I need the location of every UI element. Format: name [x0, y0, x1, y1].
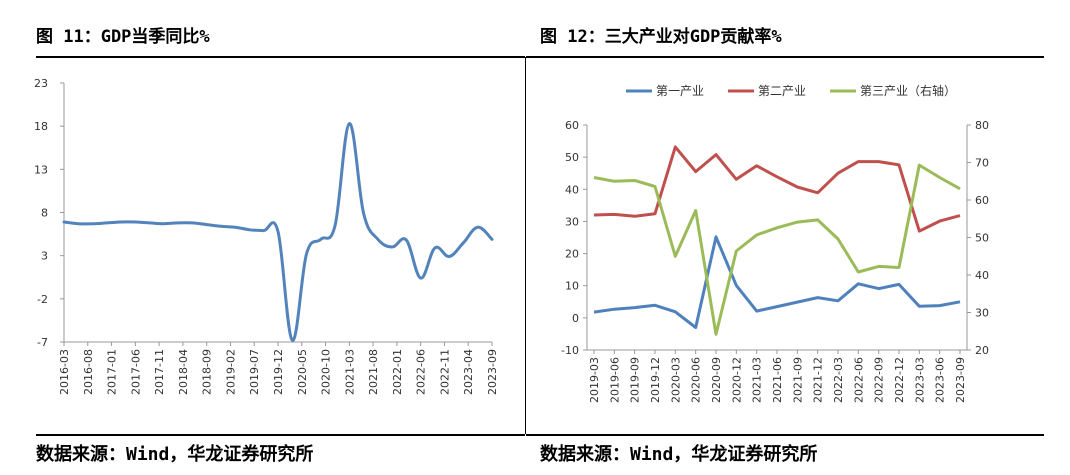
right-x-tick-label: 2019-12	[649, 357, 662, 403]
right-right-tick-label: 70	[975, 157, 989, 170]
left-source: 数据来源：Wind，华龙证券研究所	[36, 444, 314, 465]
right-x-tick-label: 2020-06	[690, 357, 703, 403]
left-frame-bottom	[36, 434, 525, 436]
left-x-tick-label: 2019-02	[224, 349, 237, 395]
right-right-tick-label: 60	[975, 194, 989, 207]
right-x-tick-label: 2022-03	[832, 357, 845, 403]
legend-label-3: 第三产业（右轴）	[860, 83, 956, 98]
left-x-tick-label: 2019-07	[248, 349, 261, 395]
right-x-tick-label: 2019-06	[608, 357, 621, 403]
right-x-tick-label: 2022-12	[893, 357, 906, 403]
right-left-tick-label: 30	[565, 215, 579, 228]
right-left-tick-label: -10	[561, 344, 579, 357]
left-x-tick-label: 2021-08	[367, 349, 380, 395]
series-line-1	[593, 235, 961, 329]
left-x-tick-label: 2020-10	[320, 349, 333, 395]
right-x-tick-label: 2020-12	[730, 357, 743, 403]
right-right-tick-label: 80	[975, 119, 989, 132]
left-x-tick-label: 2022-06	[415, 349, 428, 395]
left-x-tick-label: 2017-11	[153, 349, 166, 395]
right-frame-bottom	[526, 434, 1044, 436]
right-right-tick-label: 20	[975, 344, 989, 357]
right-frame-top	[526, 56, 1044, 58]
left-x-tick-label: 2016-03	[58, 349, 71, 395]
right-x-tick-label: 2022-06	[852, 357, 865, 403]
right-x-tick-label: 2022-09	[873, 357, 886, 403]
left-y-tick-label: 8	[41, 207, 48, 220]
left-x-tick-label: 2018-04	[177, 349, 190, 395]
right-x-tick-label: 2023-09	[954, 357, 967, 403]
right-left-tick-label: 0	[572, 312, 579, 325]
legend-label-1: 第一产业	[656, 84, 704, 98]
left-frame-top	[36, 56, 525, 58]
right-right-tick-label: 40	[975, 269, 989, 282]
right-x-tick-label: 2020-03	[669, 357, 682, 403]
right-left-tick-label: 60	[565, 119, 579, 132]
right-left-tick-label: 10	[565, 280, 579, 293]
left-x-tick-label: 2023-09	[486, 349, 499, 395]
series-line-3	[593, 163, 961, 336]
right-left-tick-label: 20	[565, 248, 579, 261]
right-x-tick-label: 2023-03	[913, 357, 926, 403]
left-x-tick-label: 2017-01	[106, 349, 119, 395]
right-x-tick-label: 2019-09	[629, 357, 642, 403]
right-x-tick-label: 2021-09	[791, 357, 804, 403]
right-left-tick-label: 50	[565, 151, 579, 164]
left-y-tick-label: 13	[34, 163, 48, 176]
right-x-tick-label: 2020-09	[710, 357, 723, 403]
series-line-2	[593, 145, 961, 233]
right-x-tick-label: 2019-03	[588, 357, 601, 403]
right-left-tick-label: 40	[565, 183, 579, 196]
left-x-tick-label: 2018-09	[201, 349, 214, 395]
left-y-tick-label: -7	[37, 336, 48, 349]
left-x-tick-label: 2017-06	[129, 349, 142, 395]
left-x-tick-label: 2021-03	[343, 349, 356, 395]
left-figure-title: 图 11：GDP当季同比%	[36, 27, 210, 47]
left-y-tick-label: 18	[34, 120, 48, 133]
left-x-tick-label: 2019-12	[272, 349, 285, 395]
panel-divider	[525, 57, 526, 434]
right-x-tick-label: 2021-12	[812, 357, 825, 403]
gdp-yoy-line	[62, 122, 494, 342]
left-x-tick-label: 2022-01	[391, 349, 404, 395]
left-x-tick-label: 2023-04	[462, 349, 475, 395]
right-x-tick-label: 2021-06	[771, 357, 784, 403]
left-x-tick-label: 2016-08	[82, 349, 95, 395]
left-x-tick-label: 2020-05	[296, 349, 309, 395]
left-y-tick-label: 3	[41, 250, 48, 263]
right-right-tick-label: 50	[975, 232, 989, 245]
right-source: 数据来源：Wind，华龙证券研究所	[540, 444, 818, 465]
right-right-tick-label: 30	[975, 307, 989, 320]
right-figure-title: 图 12：三大产业对GDP贡献率%	[540, 27, 782, 47]
right-x-tick-label: 2021-03	[751, 357, 764, 403]
legend-label-2: 第二产业	[758, 84, 806, 98]
left-x-tick-label: 2022-11	[438, 349, 451, 395]
left-y-tick-label: -2	[37, 293, 48, 306]
left-y-tick-label: 23	[34, 77, 48, 90]
right-x-tick-label: 2023-06	[934, 357, 947, 403]
